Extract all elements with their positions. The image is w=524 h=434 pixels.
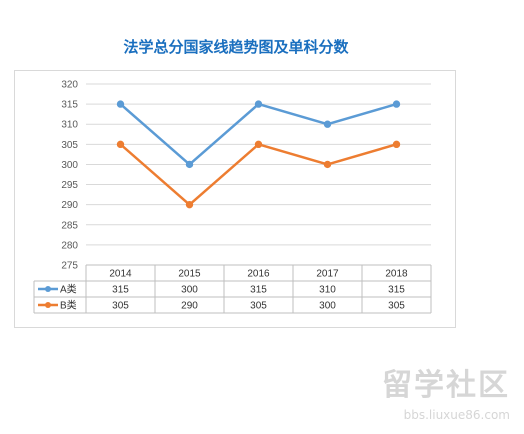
y-tick-label: 305: [61, 140, 78, 151]
legend-key-marker: [45, 286, 51, 292]
legend-label: A类: [60, 283, 77, 296]
data-point: [323, 160, 332, 169]
y-tick-label: 280: [61, 240, 78, 251]
y-tick-label: 310: [61, 120, 78, 131]
data-point: [116, 100, 125, 108]
table-cell-value: 315: [250, 285, 267, 296]
data-point: [323, 120, 332, 128]
table-cell-value: 300: [319, 301, 336, 312]
data-point: [185, 160, 194, 169]
x-tick-label: 2014: [109, 269, 132, 280]
data-point: [254, 100, 263, 108]
y-tick-label: 320: [61, 80, 78, 91]
y-tick-label: 290: [61, 200, 78, 211]
y-tick-label: 315: [61, 100, 78, 111]
y-tick-label: 275: [61, 261, 78, 272]
table-cell-value: 310: [319, 285, 336, 296]
watermark-logo: 留学社区: [382, 368, 510, 403]
legend-key-marker: [45, 302, 51, 308]
legend-label: B类: [60, 299, 77, 312]
x-tick-label: 2015: [178, 269, 201, 280]
table-cell-value: 305: [388, 301, 405, 312]
data-point: [392, 100, 401, 108]
y-tick-label: 285: [61, 220, 78, 231]
data-point: [116, 140, 125, 149]
series-line: [119, 143, 397, 206]
chart-title: 法学总分国家线趋势图及单科分数: [123, 39, 349, 56]
data-point: [392, 140, 401, 149]
table-cell-value: 315: [112, 285, 129, 296]
table-cell-value: 315: [388, 285, 405, 296]
x-tick-label: 2016: [247, 269, 270, 280]
data-point: [185, 200, 194, 209]
watermark-url: bbs.liuxue86.com: [403, 408, 510, 422]
data-point: [254, 140, 263, 149]
y-tick-label: 295: [61, 180, 78, 191]
table-cell-value: 300: [181, 285, 198, 296]
x-tick-label: 2018: [385, 269, 408, 280]
table-cell-value: 305: [250, 301, 267, 312]
table-cell-value: 290: [181, 301, 198, 312]
chart-frame: [14, 70, 456, 328]
x-tick-label: 2017: [316, 269, 339, 280]
y-tick-label: 300: [61, 160, 78, 171]
table-cell-value: 305: [112, 301, 129, 312]
